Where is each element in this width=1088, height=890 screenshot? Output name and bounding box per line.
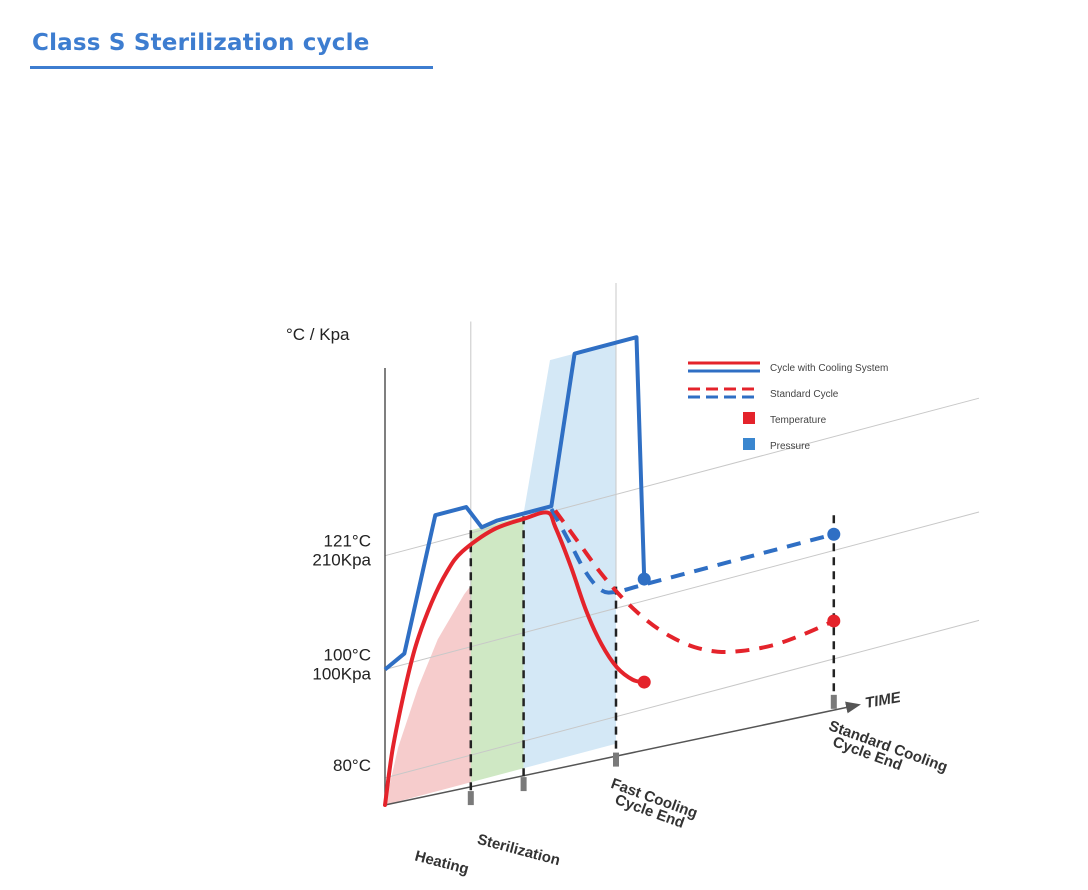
cooling-phase-fill — [523, 342, 616, 769]
point-pressure-fast-end — [637, 572, 651, 586]
title-underline — [30, 66, 433, 69]
series-pressure-standard — [549, 507, 835, 595]
y-tick-label-2-1: 100°C — [324, 646, 371, 665]
series-temperature-standard — [553, 509, 835, 655]
y-tick-label-2-2: 100Kpa — [312, 665, 371, 684]
fast-cooling-guide-tick — [613, 752, 619, 767]
point-temperature-fast-end — [637, 675, 651, 689]
y-axis-label: °C / Kpa — [286, 325, 350, 344]
heating-phase-fill — [385, 585, 471, 805]
point-pressure-standard-end — [827, 527, 841, 541]
phase-label-heating: Heating — [413, 848, 471, 879]
page-title: Class S Sterilization cycle — [32, 30, 370, 56]
x-axis — [384, 701, 861, 806]
legend-swatch-4 — [743, 438, 755, 450]
heating-end-guide-tick — [467, 791, 474, 806]
gridline-1 — [384, 397, 980, 557]
y-tick-label-1-2: 210Kpa — [312, 551, 371, 570]
gridline-3 — [384, 619, 980, 779]
legend-label-4: Pressure — [770, 441, 810, 452]
point-temperature-standard-end — [827, 614, 841, 628]
y-tick-label-1-1: 121°C — [324, 532, 371, 551]
sterilization-phase-fill — [470, 516, 524, 783]
legend-label-3: Temperature — [770, 415, 827, 426]
gridline-2 — [384, 511, 980, 670]
series-temperature-cooling-system — [383, 510, 647, 807]
sterilization-end-guide-tick — [520, 777, 527, 792]
phase-label-sterilization: Sterilization — [475, 831, 562, 869]
standard-cooling-guide-tick — [830, 694, 837, 709]
legend-label-2: Standard Cycle — [770, 389, 839, 400]
series-pressure-cooling-system — [383, 335, 647, 672]
y-tick-label-3-1: 80°C — [333, 756, 371, 775]
legend-swatch-3 — [743, 412, 755, 424]
legend-label-1: Cycle with Cooling System — [770, 363, 888, 374]
x-axis-label: TIME — [864, 689, 903, 712]
